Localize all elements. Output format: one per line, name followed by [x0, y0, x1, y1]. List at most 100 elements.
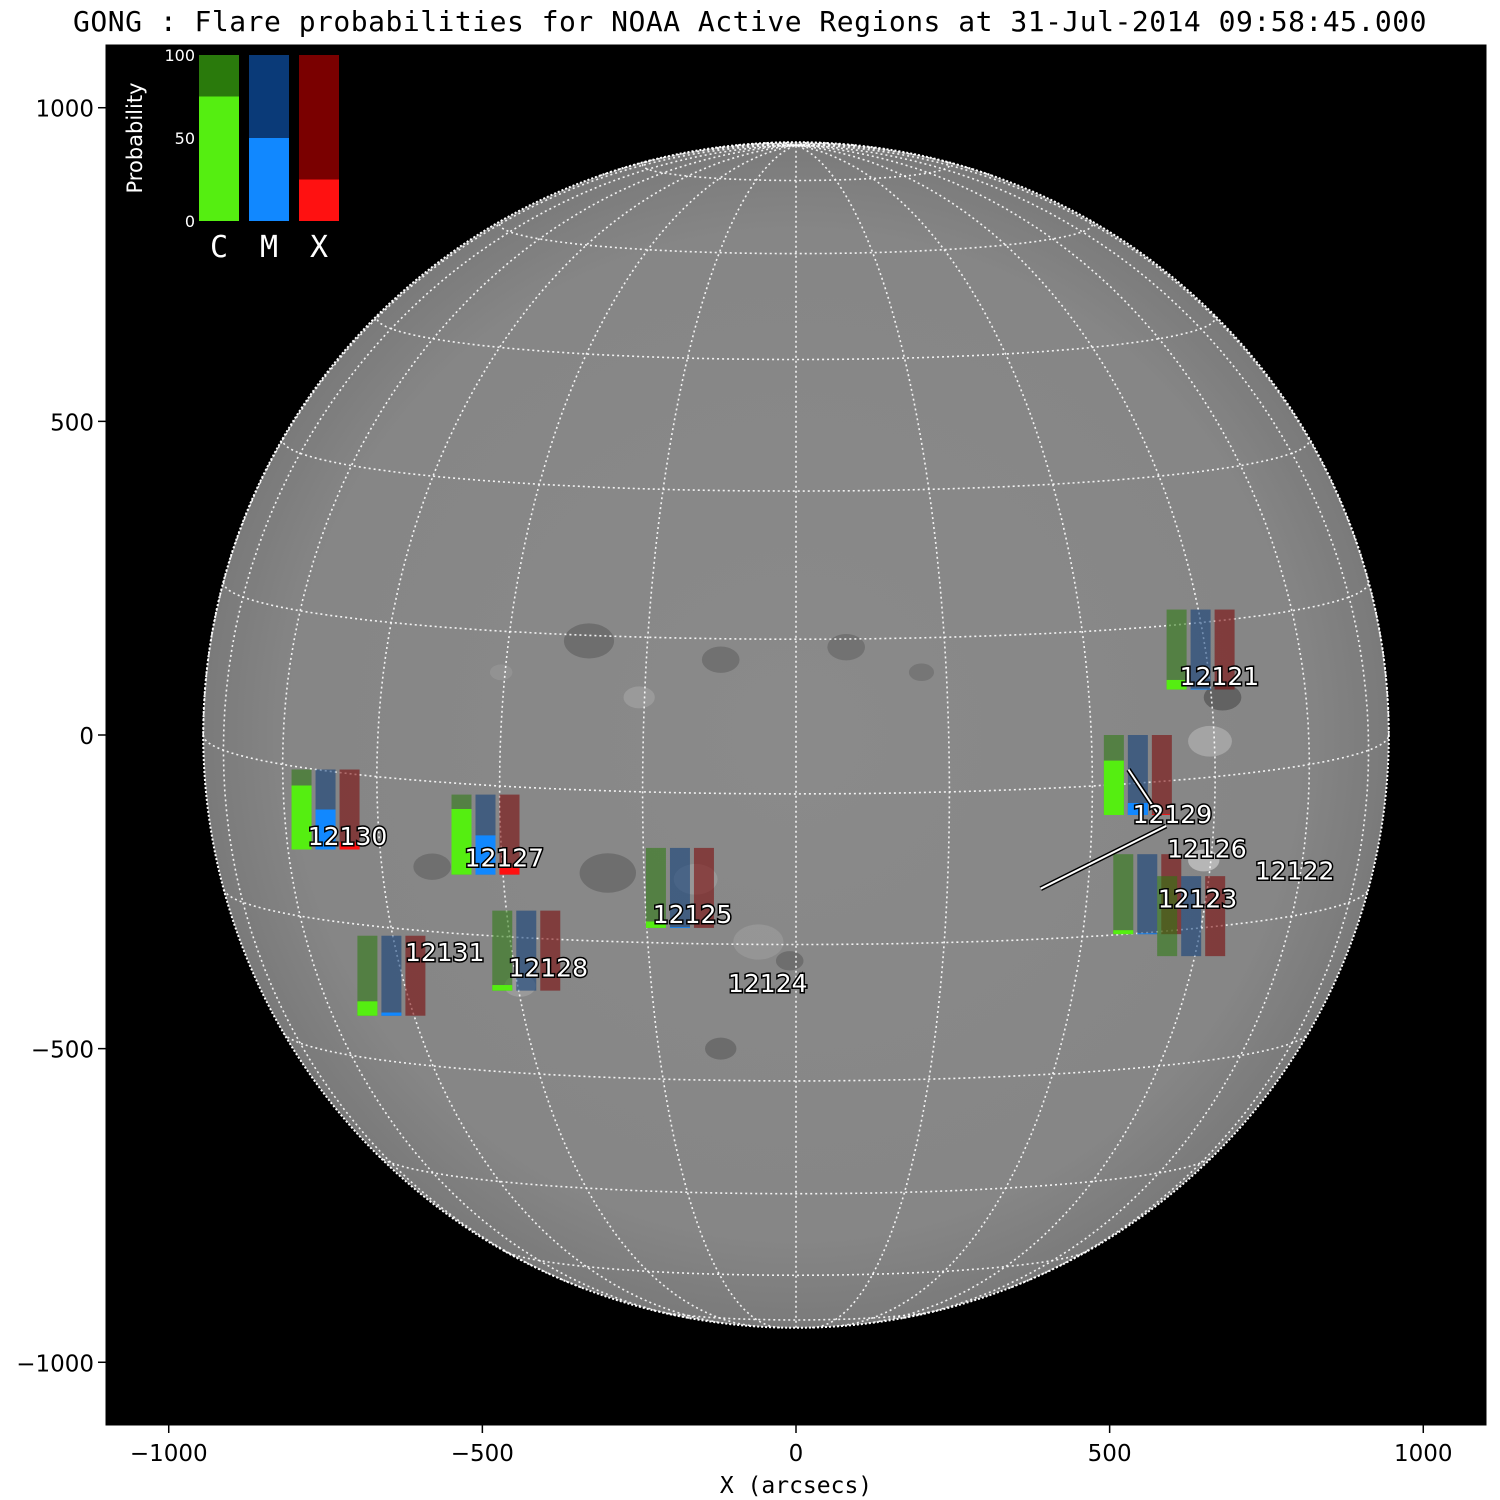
ar-12127-m-bar: [475, 835, 496, 875]
y-tick-label: −1000: [16, 1351, 94, 1377]
y-tick-label: 500: [50, 410, 94, 436]
ar-label-12121: 12121: [1180, 662, 1260, 691]
ar-12121-c-bar-bg: [1166, 609, 1187, 690]
x-tick-label: 500: [1088, 1441, 1132, 1467]
legend-tick-label: 50: [175, 129, 195, 148]
longitude-line: [795, 144, 993, 177]
magnetogram-feature: [413, 853, 451, 880]
magnetogram-feature: [489, 664, 513, 681]
x-tick-label: −1000: [130, 1441, 208, 1467]
ar-12131-c-bar: [357, 1001, 378, 1016]
ar-label-12125: 12125: [653, 900, 733, 929]
ar-12125-m-bar-bg: [669, 847, 690, 928]
ar-12126-leader: [1040, 825, 1167, 890]
magnetogram-feature: [733, 924, 784, 960]
ar-12125-c-bar: [645, 921, 666, 928]
latitude-line: [498, 219, 1094, 255]
ar-12131-m-bar-bg: [381, 935, 402, 1016]
legend-c-bar: [199, 96, 239, 221]
magnetogram-feature: [908, 663, 934, 682]
ar-12126-m-bar: [1137, 933, 1158, 935]
ar-12129-c-bar: [1103, 760, 1124, 815]
ar-12128-c-bar-bg: [492, 910, 513, 991]
ar-12127-x-bar: [499, 867, 520, 875]
solar-disk: [203, 142, 1389, 1328]
longitude-line: [795, 144, 1094, 1327]
longitude-line: [795, 144, 1311, 1319]
magnetogram-feature: [1203, 684, 1242, 711]
latitude-line: [281, 438, 1311, 492]
latitude-line: [283, 1032, 1309, 1082]
legend-m-label: M: [260, 230, 278, 265]
ar-label-12122: 12122: [1255, 856, 1335, 885]
legend-c-label: C: [210, 230, 228, 265]
ar-label-12126: 12126: [1167, 834, 1247, 863]
limb-outline: [202, 141, 1390, 1329]
longitude-line: [375, 144, 797, 1324]
longitude-line: [498, 144, 797, 1327]
longitude-line: [795, 141, 807, 146]
ar-label-12128: 12128: [508, 954, 588, 983]
legend-tick-label: 100: [164, 46, 195, 65]
chart-title: GONG : Flare probabilities for NOAA Acti…: [73, 5, 1427, 38]
ar-12126-c-bar-bg: [1113, 854, 1134, 935]
ar-12128-m-bar-bg: [516, 910, 537, 991]
magnetogram-feature: [775, 951, 804, 971]
longitude-line: [641, 144, 797, 1329]
ar-12129-x-bar-bg: [1151, 735, 1172, 815]
longitude-line: [222, 144, 797, 1289]
ar-12126-c-bar: [1113, 930, 1134, 935]
ar-label-12123: 12123: [1158, 885, 1238, 914]
magnetogram-feature: [1188, 849, 1220, 872]
ar-12127-c-bar: [451, 808, 472, 875]
y-tick-label: 0: [79, 724, 94, 750]
x-tick-label: 0: [789, 1441, 804, 1467]
ar-12125-x-bar-bg: [693, 847, 714, 928]
x-axis-label: X (arcsecs): [720, 1473, 872, 1499]
ar-12121-m-bar-bg: [1190, 609, 1211, 690]
magnetogram-feature: [701, 646, 740, 673]
magnetogram-feature: [623, 686, 655, 709]
legend-axis-label: Probability: [123, 82, 147, 193]
ar-label-12130: 12130: [308, 822, 388, 851]
y-tick-label: −500: [31, 1038, 94, 1064]
magnetogram-feature: [1188, 725, 1232, 757]
ar-12126-m-bar-bg: [1137, 854, 1158, 935]
ar-12130-x-bar: [339, 842, 360, 850]
magnetogram-feature: [705, 1037, 737, 1060]
latitude-line: [641, 159, 951, 182]
ar-label-12129: 12129: [1133, 800, 1213, 829]
ar-12125-m-bar: [669, 927, 690, 928]
latitude-line: [503, 1250, 1089, 1277]
magnetogram-feature: [579, 853, 637, 893]
ar-12123-x-bar-bg: [1205, 876, 1226, 957]
ar-12128-x-bar-bg: [540, 910, 561, 991]
ar-12123-m-bar-bg: [1181, 876, 1202, 957]
y-tick-label: 1000: [35, 97, 94, 123]
ar-label-12127: 12127: [465, 844, 545, 873]
ar-12125-c-bar-bg: [645, 847, 666, 928]
legend-tick-label: 0: [185, 212, 195, 231]
longitude-line: [281, 144, 797, 1319]
ar-12129-m-bar: [1127, 803, 1148, 815]
ar-12130-c-bar: [291, 785, 312, 850]
ar-12129-leader: [1127, 768, 1161, 818]
longitude-line: [795, 144, 1370, 1289]
longitude-line: [795, 144, 1217, 1324]
ar-12127-x-bar-bg: [499, 794, 520, 875]
ar-12131-m-bar: [381, 1012, 402, 1016]
x-tick-label: 1000: [1394, 1441, 1453, 1467]
magnetogram-feature: [563, 623, 615, 659]
ar-12121-x-bar-bg: [1214, 609, 1235, 690]
ar-12130-x-bar-bg: [339, 769, 360, 850]
magnetogram-feature: [827, 634, 865, 661]
legend-m-bar: [249, 138, 289, 221]
ar-12129-x-bar: [1151, 814, 1172, 815]
longitude-line: [795, 144, 951, 1329]
x-tick-label: −500: [451, 1441, 514, 1467]
ar-label-12131: 12131: [405, 938, 485, 967]
legend-x-label: X: [310, 230, 328, 265]
longitude-line: [599, 144, 797, 177]
ar-12131-c-bar-bg: [357, 935, 378, 1016]
ar-12128-c-bar: [492, 985, 513, 991]
